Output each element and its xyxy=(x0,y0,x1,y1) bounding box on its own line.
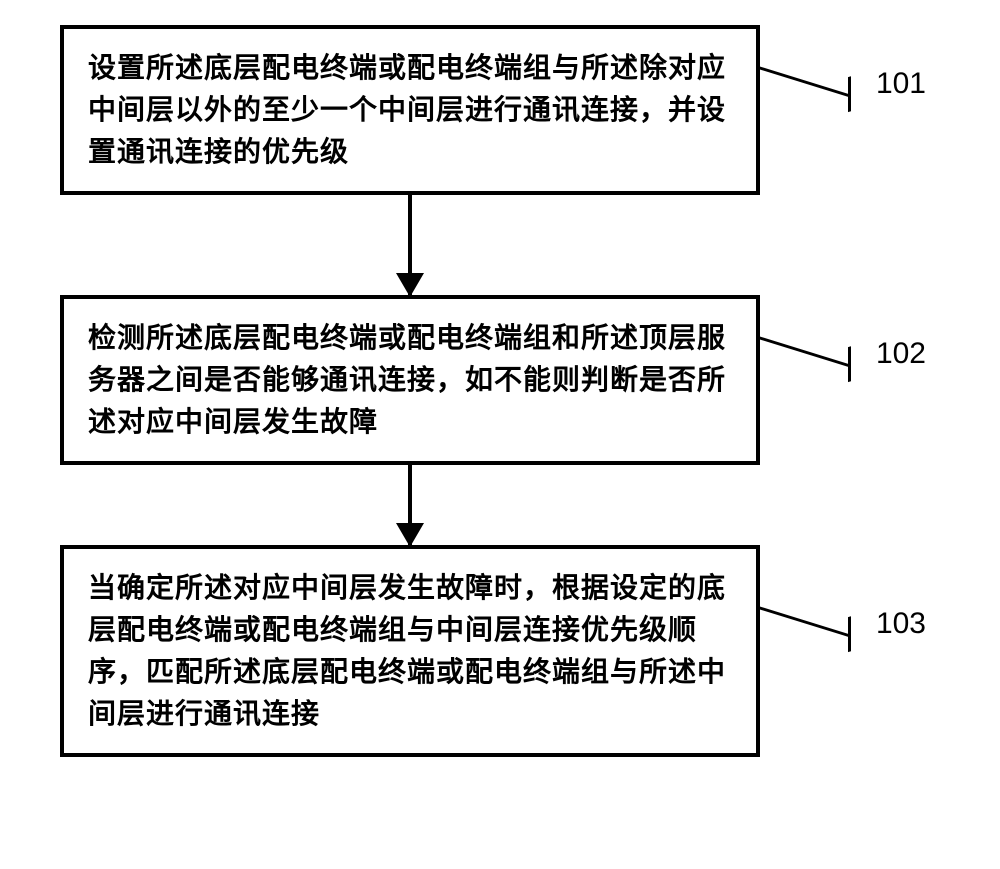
node-label: 103 xyxy=(876,607,926,641)
flowchart-container: 设置所述底层配电终端或配电终端组与所述除对应中间层以外的至少一个中间层进行通讯连… xyxy=(60,25,940,757)
flowchart-node-101: 设置所述底层配电终端或配电终端组与所述除对应中间层以外的至少一个中间层进行通讯连… xyxy=(60,25,760,195)
node-text: 检测所述底层配电终端或配电终端组和所述顶层服务器之间是否能够通讯连接，如不能则判… xyxy=(88,317,732,443)
label-connector xyxy=(756,616,851,676)
arrow-101-102 xyxy=(60,195,760,295)
arrow-102-103 xyxy=(60,465,760,545)
label-connector xyxy=(756,346,851,406)
node-text: 设置所述底层配电终端或配电终端组与所述除对应中间层以外的至少一个中间层进行通讯连… xyxy=(88,47,732,173)
flowchart-node-102: 检测所述底层配电终端或配电终端组和所述顶层服务器之间是否能够通讯连接，如不能则判… xyxy=(60,295,760,465)
node-label: 101 xyxy=(876,67,926,101)
node-label: 102 xyxy=(876,337,926,371)
node-text: 当确定所述对应中间层发生故障时，根据设定的底层配电终端或配电终端组与中间层连接优… xyxy=(88,567,732,735)
label-connector xyxy=(756,76,851,136)
flowchart-node-103: 当确定所述对应中间层发生故障时，根据设定的底层配电终端或配电终端组与中间层连接优… xyxy=(60,545,760,757)
